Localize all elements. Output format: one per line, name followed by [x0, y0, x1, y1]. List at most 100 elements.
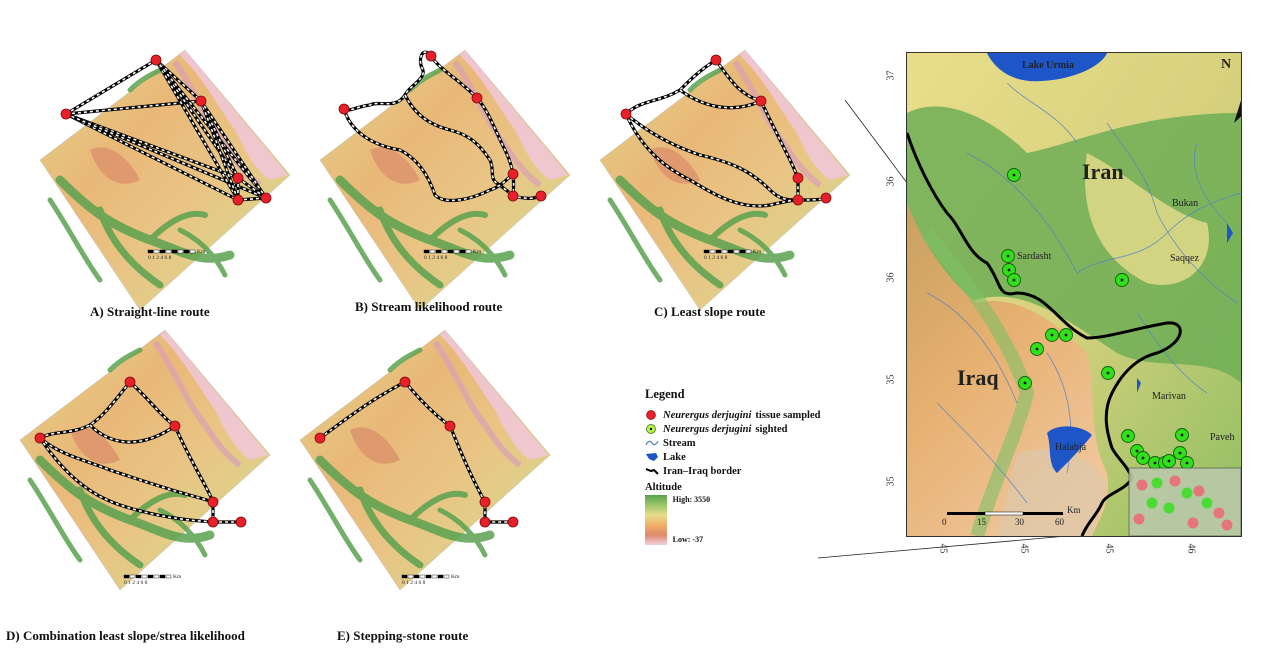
svg-text:0 1 2 4 6 8: 0 1 2 4 6 8 — [402, 580, 426, 586]
scale-unit: Km — [1067, 505, 1081, 515]
lat-tick-3: 36 — [885, 272, 897, 283]
lat-tick-1: 37 — [885, 70, 897, 81]
legend-title: Legend — [645, 387, 685, 401]
inset-point-11 — [1187, 517, 1199, 529]
inset-point-8 — [1213, 507, 1225, 519]
inset-point-9 — [1221, 519, 1233, 531]
tissue-site-c-5 — [820, 192, 832, 204]
lon-tick-2: 45 — [1018, 543, 1030, 554]
tissue-site-e-2 — [444, 420, 456, 432]
scale-num-60: 60 — [1055, 517, 1064, 527]
legend-lake-label: Lake — [663, 451, 686, 463]
lat-tick-5: 35 — [885, 476, 897, 487]
scale-num-0: 0 — [942, 517, 947, 527]
legend-tissue-text: tissue sampled — [755, 409, 821, 421]
inset-box — [1128, 467, 1241, 536]
terrain — [19, 329, 271, 591]
tissue-site-b-1 — [425, 50, 437, 62]
tissue-site-e-3 — [479, 496, 491, 508]
label-iran: Iran — [1082, 159, 1124, 184]
legend: Legend Neurergus derjugini tissue sample… — [645, 387, 855, 545]
altitude-color-ramp — [645, 495, 667, 545]
inset-point-1 — [1151, 477, 1163, 489]
altitude-low-label: Low: -37 — [672, 535, 704, 544]
legend-tissue-species: Neurergus derjugini — [663, 409, 752, 421]
iran-green-highlands — [907, 106, 1241, 383]
tissue-site-e-5 — [507, 516, 519, 528]
caption-c: C) Least slope route — [654, 304, 766, 319]
svg-text:Km: Km — [473, 249, 482, 255]
tissue-site-a-0 — [60, 108, 72, 120]
legend-lake-row: Lake — [645, 450, 855, 464]
lake-icon — [645, 451, 659, 463]
tissue-site-a-5 — [260, 192, 272, 204]
mini-scalebar: 0 1 2 4 6 8 Km — [703, 249, 762, 261]
label-bukan: Bukan — [1172, 198, 1199, 209]
scale-num-15: 15 — [977, 517, 986, 527]
tissue-point-icon — [645, 409, 659, 421]
lake-urmia — [987, 53, 1107, 82]
tissue-site-e-4 — [479, 516, 491, 528]
regional-map-terrain — [907, 53, 1241, 536]
inset-point-4 — [1193, 485, 1205, 497]
tissue-site-d-3 — [207, 496, 219, 508]
tissue-site-b-5 — [535, 190, 547, 202]
lon-tick-4: 46 — [1185, 543, 1197, 554]
label-lake-urmia: Lake Urmia — [1022, 60, 1074, 71]
tissue-site-d-2 — [169, 420, 181, 432]
mini-scalebar: 0 1 2 4 6 8 Km — [423, 249, 482, 261]
tissue-site-e-0 — [314, 432, 326, 444]
svg-text:Km: Km — [173, 574, 182, 580]
terrain — [299, 329, 551, 591]
label-saqqez: Saqqez — [1170, 253, 1199, 264]
tissue-site-a-3 — [232, 172, 244, 184]
inset-point-10 — [1133, 513, 1145, 525]
tissue-site-a-1 — [150, 54, 162, 66]
terrain — [599, 49, 851, 311]
tissue-site-b-0 — [338, 103, 350, 115]
regional-map: Lake Urmia Iran Iraq Bukan Sardasht Saqq… — [906, 52, 1242, 537]
label-paveh: Paveh — [1210, 432, 1235, 443]
panel-d-map: 0 1 2 4 6 8 Km — [19, 329, 271, 591]
legend-sighted-row: Neurergus derjugini sighted — [645, 422, 855, 436]
tissue-site-c-2 — [755, 95, 767, 107]
svg-text:0 1 2 4 6 8: 0 1 2 4 6 8 — [124, 580, 148, 586]
svg-text:Km: Km — [753, 249, 762, 255]
altitude-high-label: High: 3550 — [672, 495, 711, 504]
tissue-site-c-4 — [792, 194, 804, 206]
north-arrow-label: N — [1221, 57, 1232, 72]
lat-tick-4: 35 — [885, 374, 897, 385]
altitude-ramp-group: High: 3550 Low: -37 — [645, 495, 855, 545]
label-marivan: Marivan — [1152, 391, 1186, 402]
sighted-point-icon — [645, 423, 659, 435]
legend-sighted-text: sighted — [755, 423, 788, 435]
inset-point-3 — [1181, 487, 1193, 499]
inset-point-7 — [1201, 497, 1213, 509]
tissue-site-b-3 — [507, 168, 519, 180]
terrain — [319, 49, 571, 311]
label-sardasht: Sardasht — [1017, 251, 1052, 262]
panel-a-map: 0 1 2 4 6 8 Km — [39, 49, 291, 311]
panel-b-stream-likelihood: 0 1 2 4 6 8 Km — [310, 49, 571, 311]
legend-sighted-species: Neurergus derjugini — [663, 423, 752, 435]
scale-num-30: 30 — [1015, 517, 1024, 527]
legend-border-row: Iran–Iraq border — [645, 464, 855, 478]
legend-border-label: Iran–Iraq border — [663, 465, 742, 477]
caption-a: A) Straight-line route — [90, 304, 210, 319]
map-scalebar — [947, 511, 1063, 516]
tissue-site-d-0 — [34, 432, 46, 444]
lat-tick-2: 36 — [885, 176, 897, 187]
panel-c-map: 0 1 2 4 6 8 Km — [599, 49, 851, 311]
streams — [926, 82, 1241, 504]
panel-b-map: 0 1 2 4 6 8 Km — [319, 49, 571, 311]
legend-stream-label: Stream — [663, 437, 696, 449]
inset-point-0 — [1136, 479, 1148, 491]
mini-scalebar: 0 1 2 4 6 8 Km — [401, 574, 460, 586]
north-arrow-icon — [1234, 100, 1241, 123]
tissue-site-c-3 — [792, 172, 804, 184]
tissue-site-c-0 — [620, 108, 632, 120]
panel-a-straight-line: 0 1 2 4 6 8 Km — [30, 49, 291, 311]
svg-text:0 1 2 4 6 8: 0 1 2 4 6 8 — [424, 255, 448, 261]
tissue-site-d-1 — [124, 376, 136, 388]
halabja-lake — [1047, 426, 1092, 473]
